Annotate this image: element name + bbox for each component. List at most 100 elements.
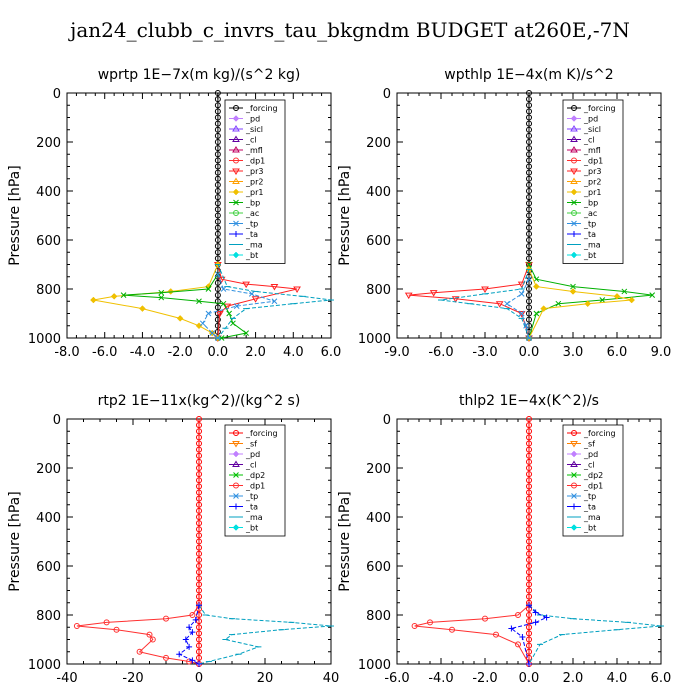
data-point (584, 300, 592, 308)
data-point (196, 654, 202, 661)
data-point (196, 556, 202, 563)
data-point (526, 276, 532, 283)
data-point (526, 224, 532, 231)
data-point (196, 569, 202, 576)
data-point (233, 303, 240, 310)
data-point (526, 200, 532, 207)
data-point (526, 465, 532, 471)
data-point (523, 322, 529, 329)
data-point (214, 188, 221, 194)
data-point (526, 157, 532, 164)
y-axis-label: Pressure [hPa] (337, 165, 353, 265)
y-tick-label: 0 (53, 87, 61, 102)
legend-marker (232, 460, 240, 467)
data-point (518, 291, 525, 297)
data-point (196, 618, 202, 625)
data-point (199, 320, 206, 327)
data-point (526, 446, 532, 453)
legend-label: _ta (245, 230, 258, 239)
data-point (540, 305, 548, 312)
data-point (214, 206, 221, 213)
y-tick-label: 1000 (358, 658, 391, 673)
legend-marker (571, 231, 577, 237)
legend-label: _sicl (583, 125, 601, 134)
data-point (120, 292, 127, 298)
data-point (526, 292, 532, 299)
panel-title: rtp2 1E−11x(kg^2)/(kg^2 s) (98, 393, 301, 409)
x-tick-label: -6.0 (428, 345, 453, 360)
legend-label: _ma (245, 241, 263, 250)
data-point (214, 298, 221, 305)
legend-label: _forcing (245, 104, 278, 113)
data-point (451, 296, 460, 303)
y-tick-label: 800 (36, 609, 61, 624)
y-axis-label: Pressure [hPa] (7, 491, 23, 591)
legend-label: _cl (245, 136, 257, 145)
data-point (532, 619, 539, 626)
data-point (196, 602, 202, 609)
legend-label: _dp1 (583, 157, 603, 166)
data-point (186, 624, 193, 631)
data-point (196, 581, 202, 588)
data-point (192, 616, 199, 623)
legend-label: _pr1 (583, 188, 601, 197)
y-tick-label: 0 (383, 87, 391, 102)
data-point (526, 102, 532, 109)
data-point (205, 310, 212, 317)
data-point (526, 120, 532, 127)
data-point (526, 514, 532, 520)
data-point (526, 458, 532, 465)
legend-marker (571, 157, 577, 164)
data-point (73, 623, 80, 630)
legend-marker (233, 105, 239, 111)
legend-marker (232, 251, 240, 259)
series-line-pr3 (217, 264, 298, 339)
series-line-ta (178, 605, 200, 665)
data-point (214, 120, 221, 127)
data-point (526, 114, 532, 121)
y-tick-label: 400 (36, 511, 61, 526)
data-point (214, 163, 221, 170)
data-point (526, 298, 532, 305)
legend-marker (233, 199, 239, 206)
data-point (214, 169, 221, 176)
legend-marker (233, 231, 239, 237)
data-point (526, 428, 532, 435)
y-tick-label: 200 (366, 462, 391, 477)
data-point (270, 284, 279, 291)
x-tick-label: 9.0 (651, 345, 672, 360)
panel-title: wprtp 1E−7x(m kg)/(s^2 kg) (98, 67, 301, 83)
legend-label: _mfl (583, 146, 601, 155)
legend-label: _pd (245, 450, 260, 459)
data-point (517, 281, 526, 289)
legend-label: _tp (583, 492, 596, 501)
x-tick-label: 6.0 (607, 345, 628, 360)
data-point (526, 520, 532, 527)
data-point (214, 230, 221, 237)
x-tick-label: 0 (195, 671, 203, 686)
legend-marker (570, 146, 578, 153)
x-tick-label: -40 (56, 671, 77, 686)
data-point (526, 477, 532, 484)
legend-label: _pd (583, 450, 598, 459)
data-point (196, 642, 202, 649)
legend-label: _dp1 (245, 157, 265, 166)
data-point (226, 310, 233, 317)
data-point (196, 483, 202, 490)
legend-marker (570, 524, 578, 531)
data-point (196, 489, 202, 496)
data-point (196, 532, 202, 539)
data-point (196, 624, 202, 631)
data-point (526, 175, 532, 182)
legend-label: _tp (245, 492, 258, 501)
data-point (526, 304, 532, 311)
data-point (429, 290, 438, 297)
data-point (196, 477, 202, 484)
data-point (532, 609, 539, 616)
data-point (526, 636, 532, 643)
data-point (621, 288, 628, 295)
x-tick-label: -9.0 (384, 345, 409, 360)
y-tick-label: 400 (366, 511, 391, 526)
data-point (214, 96, 221, 103)
x-tick-label: 4.0 (607, 671, 628, 686)
